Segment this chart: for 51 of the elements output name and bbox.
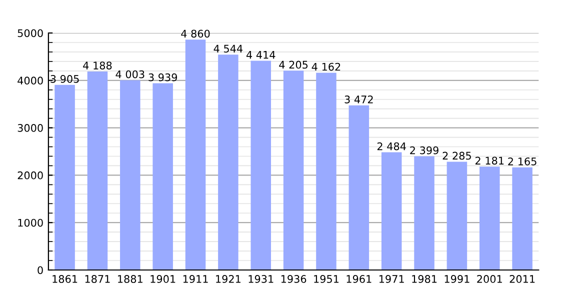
x-tick-label: 1901	[150, 275, 176, 283]
y-tick-label: 4000	[18, 76, 43, 85]
data-label: 4 003	[116, 70, 144, 78]
data-label: 2 285	[442, 152, 471, 160]
data-label: 2 484	[377, 142, 406, 150]
x-tick-label: 1981	[412, 275, 437, 283]
x-tick-label: 1871	[85, 275, 110, 283]
x-tick-label: 1921	[216, 275, 240, 283]
bar	[185, 40, 206, 270]
bar	[480, 166, 500, 270]
data-label: 2 165	[508, 157, 536, 166]
x-tick-label: 1961	[346, 275, 372, 283]
bar	[283, 70, 304, 270]
data-label: 3 939	[148, 73, 178, 82]
bar	[250, 60, 271, 270]
x-tick-label: 1931	[248, 275, 274, 283]
data-label: 4 188	[83, 62, 112, 70]
y-tick-label: 0	[38, 266, 43, 274]
data-label: 2 181	[475, 156, 504, 165]
x-tick-label: 1951	[314, 275, 339, 283]
bar	[54, 84, 75, 270]
y-tick-label: 2000	[18, 171, 43, 180]
data-label: 2 399	[410, 146, 438, 154]
data-label: 3 905	[50, 75, 79, 83]
x-tick-label: 1911	[183, 275, 208, 283]
bar	[348, 105, 370, 270]
data-label: 4 544	[214, 44, 243, 53]
bar	[87, 71, 108, 270]
data-label: 4 860	[181, 30, 210, 38]
data-label: 4 205	[279, 60, 308, 69]
x-tick-label: 2001	[477, 275, 502, 283]
bar	[446, 162, 468, 270]
x-tick-label: 1991	[444, 275, 470, 283]
data-label: 4 162	[312, 62, 340, 71]
x-tick-label: 1971	[379, 275, 404, 283]
data-label: 3 472	[344, 96, 373, 104]
bar	[218, 54, 238, 270]
bar	[152, 83, 173, 270]
bar	[381, 152, 402, 270]
x-tick-label: 1936	[281, 275, 306, 283]
x-tick-label: 2011	[510, 275, 535, 283]
x-tick-label: 1861	[52, 275, 78, 283]
bar	[512, 167, 532, 270]
bar	[120, 80, 140, 270]
bar	[414, 156, 434, 270]
data-label: 4 414	[246, 51, 276, 59]
y-tick-label: 3000	[18, 124, 43, 132]
y-tick-label: 1000	[18, 218, 43, 227]
x-tick-label: 1881	[118, 275, 142, 283]
bar	[316, 72, 336, 270]
y-tick-label: 5000	[18, 29, 43, 38]
